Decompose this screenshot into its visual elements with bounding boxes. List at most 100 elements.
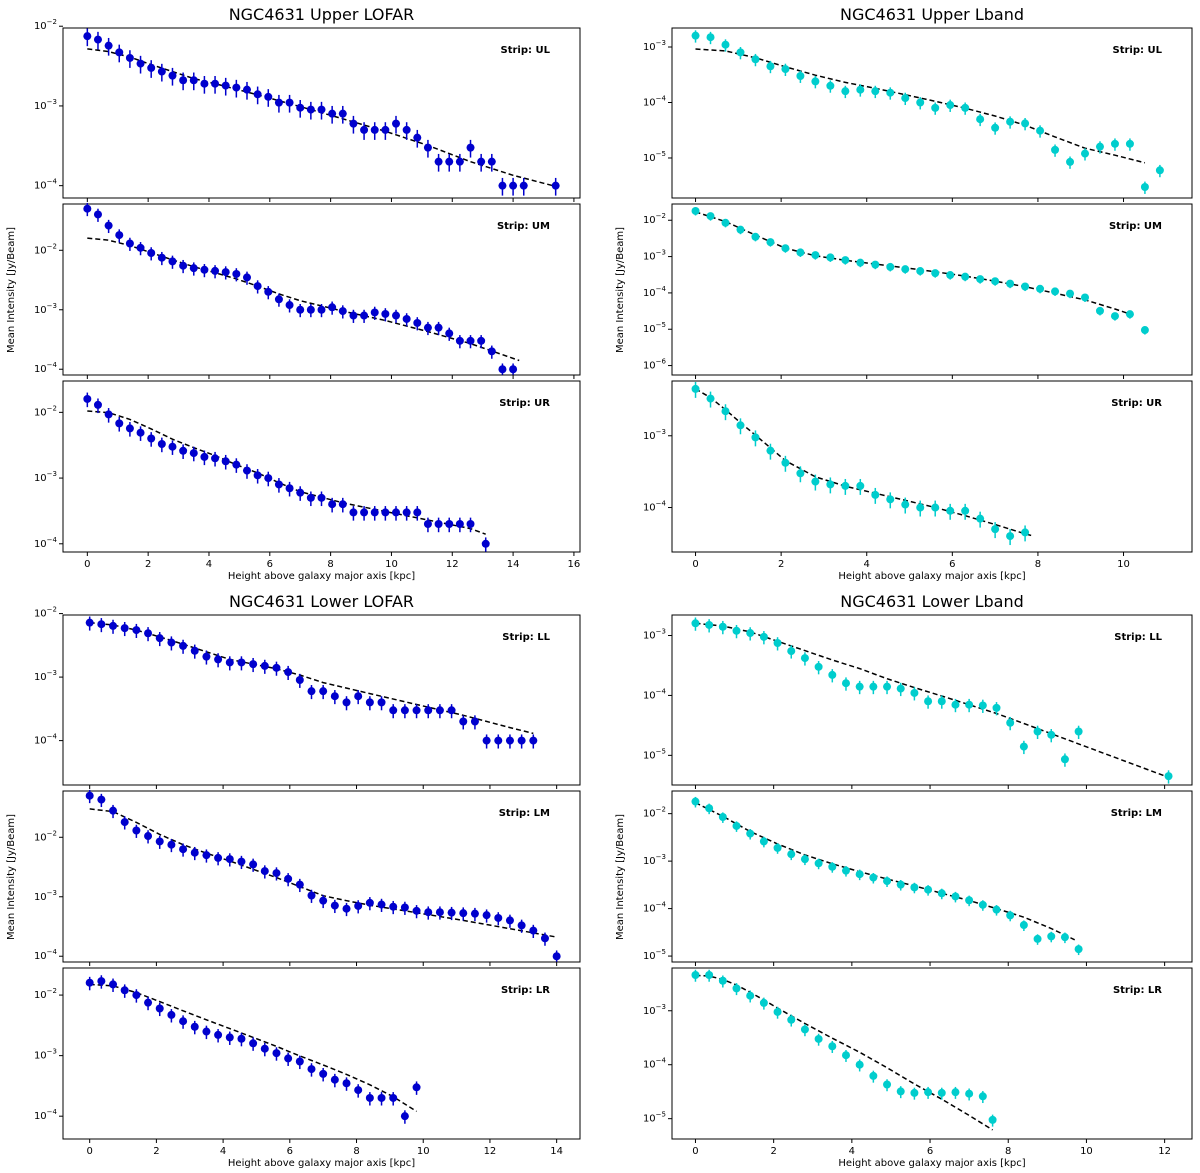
y-tick-label: 10−4	[34, 733, 58, 747]
data-point	[330, 692, 339, 701]
data-point	[1033, 727, 1042, 736]
data-point	[237, 1034, 246, 1043]
data-point	[307, 891, 316, 900]
data-point	[705, 620, 714, 629]
y-axis-label: Mean Intensity [Jy/Beam]	[615, 227, 626, 353]
data-point	[412, 906, 421, 915]
panel-ur: 0 2 4 6 8 10 10−4 10−3 Strip: UR	[643, 380, 1193, 570]
data-point	[237, 658, 246, 667]
data-point	[360, 311, 369, 320]
data-point	[120, 624, 129, 633]
data-point	[109, 980, 118, 989]
y-tick-label: 10−5	[643, 1111, 666, 1125]
data-point	[721, 407, 730, 416]
y-tick-label: 10−2	[643, 806, 666, 820]
data-point	[85, 618, 94, 627]
data-point	[342, 904, 351, 913]
data-point	[125, 53, 134, 62]
data-point	[97, 620, 106, 629]
y-tick-label: 10−3	[34, 889, 57, 903]
data-point	[93, 400, 102, 409]
data-point	[746, 629, 755, 638]
data-point	[285, 301, 294, 310]
data-point	[1006, 279, 1015, 288]
x-tick-label: 8	[1005, 1146, 1011, 1157]
panel-um: 10−6 10−5 10−4 10−3 10−2 Strip: UM	[643, 203, 1193, 379]
x-tick-label: 0	[692, 559, 698, 570]
data-point	[1095, 142, 1104, 151]
data-point	[721, 40, 730, 49]
data-point	[349, 508, 358, 517]
data-point	[455, 520, 464, 529]
strip-label: Strip: UL	[501, 45, 551, 56]
data-point	[200, 452, 209, 461]
panel-ll: 10−5 10−4 10−3 Strip: LL	[643, 614, 1193, 789]
y-tick-label: 10−3	[34, 302, 57, 316]
data-point	[961, 103, 970, 112]
data-point	[1155, 166, 1164, 175]
data-point	[487, 157, 496, 166]
data-point	[370, 508, 379, 517]
data-point	[155, 837, 164, 846]
data-point	[781, 458, 790, 467]
data-point	[965, 1089, 974, 1098]
data-point	[470, 717, 479, 726]
data-point	[505, 736, 514, 745]
strip-label: Strip: UR	[499, 398, 550, 409]
data-point	[924, 1088, 933, 1097]
data-point	[766, 446, 775, 455]
data-point	[328, 109, 337, 118]
data-point	[517, 921, 526, 930]
data-point	[242, 85, 251, 94]
x-tick-label: 4	[864, 559, 870, 570]
data-point	[97, 977, 106, 986]
data-point	[498, 365, 507, 374]
data-point	[800, 1025, 809, 1034]
data-point	[869, 873, 878, 882]
panel-ul: 10−4 10−3 10−2 Strip: UL	[34, 18, 581, 202]
data-point	[83, 32, 92, 41]
x-axis-label: Height above galaxy major axis [kpc]	[228, 1158, 415, 1169]
data-point	[736, 48, 745, 57]
data-point	[412, 1083, 421, 1092]
data-point	[705, 804, 714, 813]
data-point	[991, 525, 1000, 534]
data-point	[901, 500, 910, 509]
data-point	[214, 853, 223, 862]
data-point	[144, 998, 153, 1007]
data-point	[97, 795, 106, 804]
data-point	[751, 55, 760, 64]
data-point	[377, 900, 386, 909]
data-point	[826, 480, 835, 489]
x-tick-label: 16	[568, 559, 581, 570]
data-point	[856, 85, 865, 94]
data-point	[360, 125, 369, 134]
data-point	[978, 701, 987, 710]
data-point	[706, 394, 715, 403]
data-point	[202, 851, 211, 860]
data-point	[759, 632, 768, 641]
data-point	[242, 466, 251, 475]
data-point	[1164, 772, 1173, 781]
data-point	[814, 859, 823, 868]
data-point	[370, 125, 379, 134]
data-point	[381, 309, 390, 318]
y-tick-label: 10−3	[34, 470, 57, 484]
data-point	[1019, 742, 1028, 751]
data-point	[402, 314, 411, 323]
data-point	[517, 736, 526, 745]
chart-title: NGC4631 Upper LOFAR	[229, 5, 415, 24]
data-point	[232, 460, 241, 469]
data-point	[83, 204, 92, 213]
data-point	[718, 813, 727, 822]
y-axis-label: Mean Intensity [Jy/Beam]	[615, 814, 626, 940]
data-point	[237, 857, 246, 866]
data-point	[389, 706, 398, 715]
data-point	[296, 305, 305, 314]
data-point	[886, 495, 895, 504]
y-tick-label: 10−4	[34, 948, 58, 962]
data-point	[505, 916, 514, 925]
data-point	[435, 908, 444, 917]
data-point	[937, 889, 946, 898]
data-point	[307, 1065, 316, 1074]
